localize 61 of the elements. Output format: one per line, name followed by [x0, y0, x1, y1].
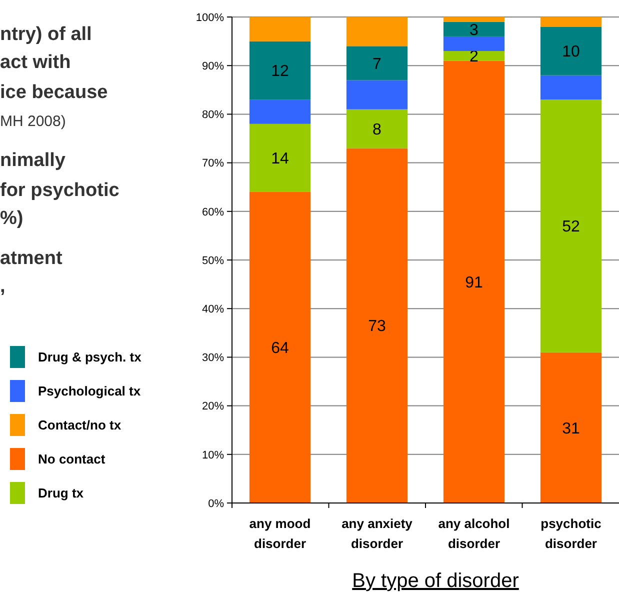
data-label: 8 — [372, 121, 382, 138]
y-tick-label: 70% — [202, 158, 224, 170]
bar — [443, 60, 505, 503]
bar — [249, 124, 311, 192]
text: , — [0, 276, 6, 297]
bar — [346, 46, 408, 80]
text: MH 2008) — [0, 113, 66, 130]
x-tick-label: psychotic disorder — [540, 516, 602, 551]
y-tick-label: 40% — [202, 303, 224, 316]
legend-label: Drug & psych. tx — [38, 350, 142, 365]
text: atment — [0, 248, 63, 269]
text: for psychotic — [0, 180, 120, 201]
y-tick-label: 60% — [202, 206, 224, 218]
bar — [249, 17, 311, 42]
text: act with — [0, 52, 71, 73]
text: nimally — [0, 150, 66, 171]
y-tick-label: 50% — [202, 254, 224, 267]
data-label: 14 — [271, 150, 290, 168]
bar — [540, 17, 602, 27]
bar — [346, 80, 408, 110]
data-label: 64 — [271, 340, 290, 358]
bar — [540, 100, 602, 352]
bar — [540, 352, 602, 503]
y-tick-label: 20% — [202, 400, 224, 413]
data-label: 7 — [372, 56, 382, 73]
bar — [249, 192, 311, 503]
data-label: 10 — [562, 44, 580, 61]
text: ice because — [0, 82, 108, 103]
x-tick-label: any mood disorder — [249, 516, 311, 551]
bar — [540, 26, 602, 76]
bar — [346, 148, 408, 503]
legend-label: Drug tx — [38, 486, 84, 501]
legend-label: Contact/no tx — [38, 418, 122, 433]
data-label: 12 — [271, 63, 290, 80]
x-axis-title: By type of disorder — [352, 570, 520, 592]
x-tick-label: any alcohol disorder — [438, 516, 510, 551]
y-tick-label: 10% — [202, 449, 224, 462]
bar — [346, 17, 408, 46]
data-label: 91 — [465, 274, 483, 292]
bar — [443, 17, 505, 22]
data-label: 52 — [562, 218, 580, 236]
y-tick-label: 90% — [202, 60, 224, 72]
bar — [249, 100, 311, 124]
legend-label: No contact — [38, 452, 106, 467]
bar — [443, 22, 505, 36]
text: %) — [0, 208, 24, 229]
bar — [443, 36, 505, 52]
data-label: 31 — [562, 420, 580, 438]
bar — [443, 51, 505, 61]
x-tick-label: any anxiety disorder — [342, 516, 414, 551]
bar — [540, 75, 602, 100]
legend-label: Psychological tx — [38, 384, 142, 399]
data-label: 3 — [470, 22, 479, 39]
text: ntry) of all — [0, 24, 92, 45]
y-tick-label: 30% — [202, 352, 224, 364]
bar — [249, 41, 311, 100]
y-tick-label: 80% — [202, 109, 224, 122]
y-tick-label: 100% — [196, 12, 224, 24]
bar — [346, 109, 408, 148]
data-label: 73 — [368, 318, 386, 336]
y-tick-label: 0% — [208, 498, 224, 510]
